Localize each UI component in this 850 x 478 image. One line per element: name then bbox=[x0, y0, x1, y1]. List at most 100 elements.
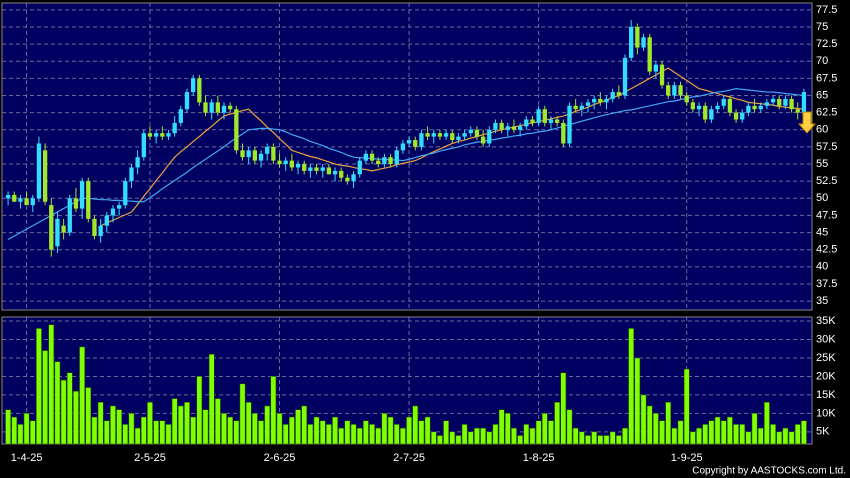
candle-body bbox=[320, 167, 325, 171]
candle-body bbox=[696, 105, 702, 110]
volume-bar bbox=[504, 413, 511, 445]
volume-bar bbox=[467, 431, 474, 445]
volume-bar bbox=[554, 402, 560, 445]
volume-bar bbox=[196, 376, 203, 445]
candle-body bbox=[339, 170, 344, 178]
candle-body bbox=[795, 109, 800, 113]
moving-average-line bbox=[7, 88, 804, 240]
y-tick-label: 37.5 bbox=[816, 278, 837, 290]
candle-body bbox=[752, 105, 757, 110]
volume-tick-label: 5K bbox=[816, 426, 830, 438]
volume-bar bbox=[455, 435, 462, 445]
candle-body bbox=[295, 164, 301, 168]
volume-bar bbox=[128, 413, 135, 445]
candle-body bbox=[641, 37, 646, 48]
volume-tick-label: 10K bbox=[816, 407, 836, 419]
volume-tick-label: 30K bbox=[816, 333, 836, 345]
volume-bar bbox=[776, 431, 783, 445]
volume-bar bbox=[548, 420, 554, 445]
volume-bar bbox=[764, 402, 770, 445]
volume-bar bbox=[134, 427, 141, 445]
candle-body bbox=[629, 26, 634, 58]
volume-bar bbox=[406, 416, 412, 445]
volume-bar bbox=[418, 420, 425, 445]
volume-bar bbox=[653, 413, 659, 445]
volume-bar bbox=[122, 424, 129, 445]
y-tick-label: 42.5 bbox=[816, 244, 837, 256]
candle-body bbox=[456, 136, 461, 141]
candle-body bbox=[153, 133, 159, 137]
volume-bar bbox=[356, 427, 363, 445]
volume-bar bbox=[190, 416, 196, 445]
candle-body bbox=[443, 133, 449, 137]
volume-bar bbox=[264, 405, 271, 445]
volume-bar bbox=[517, 435, 523, 445]
x-tick-label: 2-5-25 bbox=[134, 452, 166, 464]
candle-body bbox=[764, 102, 770, 106]
volume-bar bbox=[603, 435, 610, 445]
candle-body bbox=[770, 98, 776, 103]
candle-body bbox=[18, 198, 23, 202]
volume-bar bbox=[252, 413, 258, 445]
candle-body bbox=[98, 225, 103, 236]
volume-bar bbox=[430, 431, 437, 445]
candle-body bbox=[653, 64, 659, 72]
volume-bar bbox=[788, 431, 795, 445]
grid bbox=[2, 3, 812, 444]
candle-body bbox=[727, 98, 733, 113]
candle-body bbox=[104, 215, 109, 226]
candle-body bbox=[610, 92, 615, 99]
y-tick-label: 55 bbox=[816, 158, 828, 170]
volume-bar bbox=[461, 424, 468, 445]
volume-bar bbox=[597, 435, 604, 445]
x-tick-label: 2-7-25 bbox=[393, 452, 425, 464]
volume-bar bbox=[474, 427, 480, 445]
volume-bar bbox=[332, 416, 338, 445]
volume-bar bbox=[103, 420, 110, 445]
volume-bar bbox=[301, 405, 308, 445]
volume-bar bbox=[73, 390, 79, 445]
candle-body bbox=[203, 102, 208, 113]
y-tick-label: 72.5 bbox=[816, 38, 837, 50]
candle-body bbox=[388, 157, 393, 165]
volume-bar bbox=[239, 383, 246, 445]
volume-bar bbox=[720, 420, 727, 445]
volume-bar bbox=[801, 420, 807, 445]
volume-bar bbox=[91, 416, 98, 445]
x-tick-label: 1-9-25 bbox=[671, 452, 703, 464]
candle-body bbox=[536, 109, 541, 123]
volume-bar bbox=[245, 402, 252, 445]
candle-body bbox=[92, 218, 97, 236]
candle-body bbox=[789, 98, 794, 110]
candle-body bbox=[55, 218, 60, 247]
y-tick-label: 75 bbox=[816, 21, 828, 33]
volume-bar bbox=[5, 409, 11, 445]
volume-bar bbox=[202, 409, 209, 445]
volume-bar bbox=[171, 398, 178, 445]
volume-bar bbox=[79, 346, 85, 445]
candle-body bbox=[166, 133, 171, 137]
y-tick-label: 35 bbox=[816, 295, 828, 307]
candle-body bbox=[598, 98, 603, 103]
candle-body bbox=[12, 194, 17, 202]
y-tick-label: 52.5 bbox=[816, 175, 837, 187]
candle-body bbox=[5, 194, 11, 199]
volume-bar bbox=[344, 420, 351, 445]
volume-bar bbox=[578, 431, 585, 445]
x-tick-label: 1-4-25 bbox=[11, 452, 43, 464]
candle-body bbox=[271, 146, 276, 161]
candle-body bbox=[703, 105, 708, 120]
volume-bar bbox=[616, 435, 622, 445]
candle-body bbox=[376, 160, 381, 165]
candle-body bbox=[573, 105, 578, 110]
candle-body bbox=[684, 95, 689, 103]
candle-body bbox=[147, 133, 153, 137]
volume-bar bbox=[566, 409, 573, 445]
y-tick-label: 67.5 bbox=[816, 72, 837, 84]
volume-bar bbox=[745, 431, 752, 445]
candle-body bbox=[30, 198, 35, 206]
y-tick-label: 40 bbox=[816, 261, 828, 273]
volume-tick-label: 20K bbox=[816, 370, 836, 382]
candle-body bbox=[431, 133, 436, 137]
candle-body bbox=[487, 129, 492, 144]
